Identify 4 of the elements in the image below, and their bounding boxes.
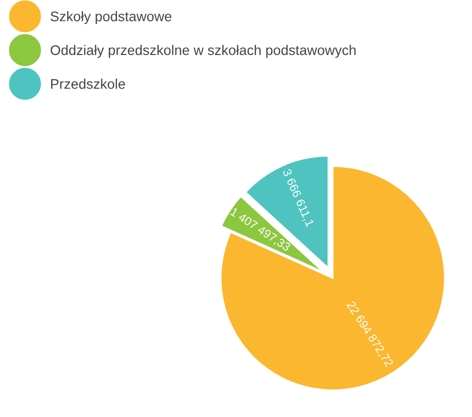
legend-label: Oddziały przedszkolne w szkołach podstawowych	[50, 44, 356, 58]
legend-label: Szkoły podstawowe	[50, 11, 172, 24]
legend-label: Przedszkole	[51, 78, 126, 89]
data-label: 3 666 611,1	[281, 168, 314, 228]
